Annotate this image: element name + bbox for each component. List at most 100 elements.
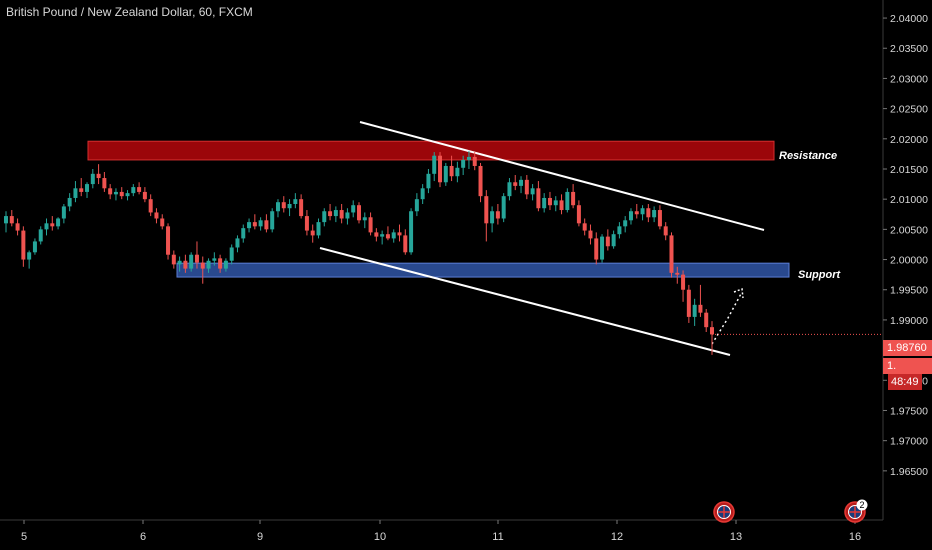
price-tick-label: 2.00500: [890, 224, 928, 236]
candle: [96, 164, 101, 185]
candle: [571, 184, 576, 209]
time-tick-label: 12: [611, 531, 623, 543]
candle: [461, 155, 466, 176]
candle-body: [21, 230, 26, 260]
candle-body: [148, 199, 153, 213]
candle-body: [368, 217, 373, 233]
candle-body: [351, 205, 356, 213]
candle: [478, 162, 483, 203]
upper-channel-line[interactable]: [359, 121, 765, 231]
candle-body: [704, 312, 709, 328]
event-count-bubble: [856, 499, 868, 511]
candle-body: [646, 208, 651, 218]
candle-body: [218, 258, 223, 269]
candle-body: [142, 191, 147, 200]
candle: [119, 187, 124, 200]
candle-body: [652, 210, 657, 218]
candle: [79, 178, 84, 197]
price-tick-label: 1.97000: [890, 436, 928, 448]
candle: [102, 172, 107, 192]
candle: [513, 175, 518, 191]
candle-body: [275, 202, 280, 212]
candle-body: [131, 187, 136, 194]
candle: [247, 218, 252, 233]
candle: [67, 193, 72, 212]
candle: [304, 210, 309, 236]
candle: [686, 284, 691, 323]
support-zone[interactable]: [176, 262, 790, 278]
time-tick-label: 11: [492, 531, 503, 543]
nz-event-flag-icon[interactable]: [713, 501, 735, 523]
candle-body: [44, 223, 49, 230]
candle: [519, 176, 524, 194]
candle: [293, 193, 298, 209]
price-tick-label: 2.03000: [890, 73, 928, 85]
candle-body: [38, 229, 43, 242]
candle: [484, 190, 489, 242]
uk-event-flag-icon[interactable]: 2: [844, 499, 868, 523]
candle: [299, 194, 304, 219]
candle-body: [183, 260, 188, 269]
candle-body: [594, 238, 599, 260]
candle: [623, 216, 628, 233]
candle-body: [414, 199, 419, 212]
candle: [669, 232, 674, 278]
candle-countdown-badge: 1. 48:49: [883, 358, 932, 390]
price-axis[interactable]: 2.04000 2.03500 2.03000 2.02500 2.02000 2.015…: [882, 0, 928, 520]
event-badges: 2: [713, 499, 868, 523]
candle: [507, 178, 512, 201]
candle: [582, 218, 587, 236]
candle-body: [409, 211, 414, 253]
candle: [125, 190, 130, 201]
projection-path[interactable]: [711, 291, 743, 345]
candle: [287, 199, 292, 217]
candle: [710, 321, 714, 355]
price-tick-label: 2.03500: [890, 43, 928, 55]
candle: [264, 214, 269, 233]
candle-body: [247, 222, 252, 229]
candle-body: [67, 197, 72, 207]
candle: [542, 193, 547, 213]
candle: [189, 252, 194, 272]
time-axis[interactable]: 5 6 9 10 11 12 13 16: [0, 519, 883, 543]
candle: [38, 226, 43, 245]
candle-body: [212, 258, 217, 261]
candle: [455, 161, 460, 183]
candle-body: [628, 211, 633, 221]
candle-body: [316, 222, 321, 236]
candle-body: [547, 197, 552, 206]
candle: [351, 200, 356, 218]
candle-body: [154, 212, 159, 219]
candle-body: [200, 262, 205, 269]
candle: [90, 168, 95, 189]
candle: [374, 228, 379, 242]
candle-body: [472, 156, 477, 166]
candle-body: [206, 260, 211, 269]
candle: [490, 206, 495, 233]
price-tick-label: 1.96500: [890, 466, 928, 478]
candle-body: [137, 187, 142, 192]
candle: [692, 298, 697, 326]
candle-body: [328, 211, 333, 217]
candle: [675, 266, 680, 284]
candle-body: [657, 210, 662, 227]
resistance-zone[interactable]: [87, 140, 775, 161]
candle: [559, 194, 564, 215]
candle: [108, 184, 113, 200]
time-tick-label: 9: [257, 531, 263, 543]
candle-body: [166, 226, 171, 255]
candle-body: [160, 218, 165, 227]
candle: [547, 191, 552, 211]
candle: [206, 258, 211, 273]
candle-body: [600, 236, 605, 260]
candle-body: [663, 226, 668, 236]
candle: [154, 208, 159, 224]
candle-body: [345, 212, 350, 219]
lower-channel-line[interactable]: [319, 247, 731, 356]
candle: [397, 224, 402, 242]
projection-arrowhead: [733, 287, 744, 299]
time-tick-label: 10: [374, 531, 386, 543]
candle-body: [461, 159, 466, 168]
candle-body: [397, 232, 402, 236]
